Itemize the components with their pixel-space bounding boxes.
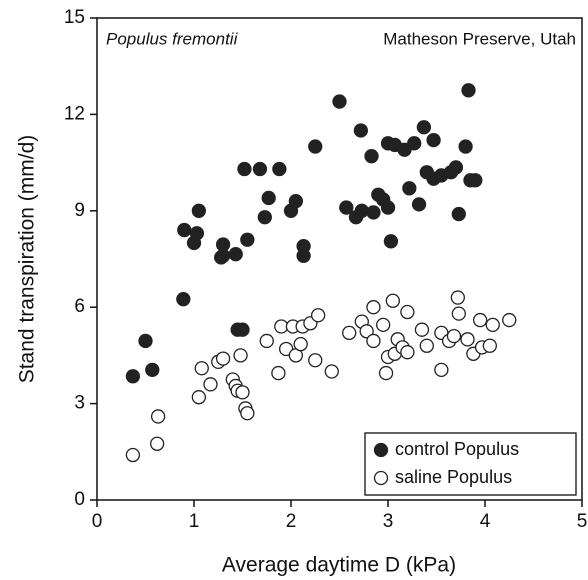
data-point — [450, 290, 465, 305]
site-annotation: Matheson Preserve, Utah — [383, 29, 576, 48]
data-point — [472, 312, 488, 328]
data-point — [235, 385, 250, 400]
data-point — [353, 123, 368, 138]
legend-marker — [373, 442, 389, 458]
data-point — [252, 161, 268, 177]
data-point — [191, 203, 207, 218]
data-point — [324, 364, 339, 379]
data-point — [339, 200, 354, 215]
data-point — [259, 333, 274, 349]
data-point — [485, 317, 500, 333]
data-point — [215, 351, 231, 366]
data-point — [177, 222, 192, 238]
data-point — [375, 317, 391, 333]
data-point — [176, 292, 191, 307]
legend-label: control Populus — [395, 439, 519, 459]
data-point — [426, 132, 441, 148]
data-point — [468, 173, 483, 188]
plot-frame — [96, 17, 583, 501]
legend-label: saline Populus — [395, 467, 512, 487]
x-tick-label: 5 — [577, 511, 588, 532]
data-point — [407, 136, 422, 151]
y-tick-label: 6 — [74, 296, 85, 317]
legend-marker — [373, 470, 389, 486]
data-point — [240, 406, 255, 421]
y-tick-label: 9 — [74, 200, 85, 221]
data-point — [308, 139, 323, 154]
data-point — [397, 142, 412, 157]
data-point — [482, 338, 498, 353]
x-tick-label: 4 — [480, 511, 491, 532]
x-axis-label: Average daytime D (kPa) — [222, 554, 456, 577]
data-point — [194, 361, 209, 376]
data-point — [419, 338, 434, 353]
data-point — [228, 247, 243, 262]
data-point — [366, 205, 381, 220]
data-point — [354, 203, 369, 218]
data-point — [237, 161, 252, 177]
data-point — [451, 206, 466, 222]
y-tick-label: 3 — [74, 393, 85, 414]
data-point — [461, 83, 476, 98]
data-point — [451, 306, 466, 321]
y-tick-label: 12 — [64, 103, 85, 124]
data-point — [138, 333, 153, 349]
data-point — [272, 161, 287, 177]
data-point — [460, 332, 475, 347]
data-point — [383, 234, 399, 249]
data-point — [380, 200, 396, 215]
x-tick-label: 0 — [92, 511, 103, 532]
data-point — [240, 232, 255, 247]
data-point — [366, 333, 381, 349]
data-point — [416, 120, 432, 135]
data-point — [342, 325, 357, 341]
data-point — [400, 345, 415, 360]
data-point — [125, 447, 141, 463]
data-point — [364, 149, 379, 164]
data-point — [149, 436, 165, 451]
data-point — [434, 362, 449, 378]
y-tick-label: 0 — [74, 489, 85, 510]
data-point — [191, 390, 207, 405]
data-point — [385, 293, 401, 308]
data-point — [150, 409, 166, 424]
data-point — [414, 322, 430, 337]
y-axis-label: Stand transpiration (mm/d) — [16, 135, 39, 384]
legend-box — [364, 432, 577, 496]
data-point — [145, 362, 160, 378]
y-tick-label: 15 — [64, 7, 85, 28]
x-tick-label: 1 — [189, 511, 200, 532]
data-point — [233, 348, 248, 363]
species-annotation: Populus fremontii — [106, 29, 239, 48]
data-point — [411, 197, 427, 212]
data-point — [203, 377, 218, 392]
x-tick-label: 3 — [383, 511, 394, 532]
data-point — [446, 328, 462, 344]
data-point — [271, 365, 286, 381]
data-point — [378, 365, 394, 381]
data-point — [261, 190, 276, 206]
data-point — [215, 248, 231, 263]
data-point — [458, 139, 473, 154]
data-point — [332, 94, 347, 109]
data-point — [311, 308, 326, 323]
data-point — [402, 181, 417, 196]
data-point — [308, 353, 323, 368]
data-point — [400, 304, 415, 320]
data-point — [293, 337, 308, 352]
data-point — [278, 341, 294, 357]
data-point — [448, 160, 464, 175]
data-point — [288, 194, 304, 209]
data-point — [257, 210, 272, 225]
data-point — [235, 322, 250, 337]
data-point — [125, 369, 141, 384]
data-point — [189, 226, 205, 241]
data-point — [359, 324, 374, 339]
data-point — [296, 248, 311, 263]
data-point — [502, 312, 517, 328]
x-tick-label: 2 — [286, 511, 297, 532]
data-point — [366, 300, 381, 315]
